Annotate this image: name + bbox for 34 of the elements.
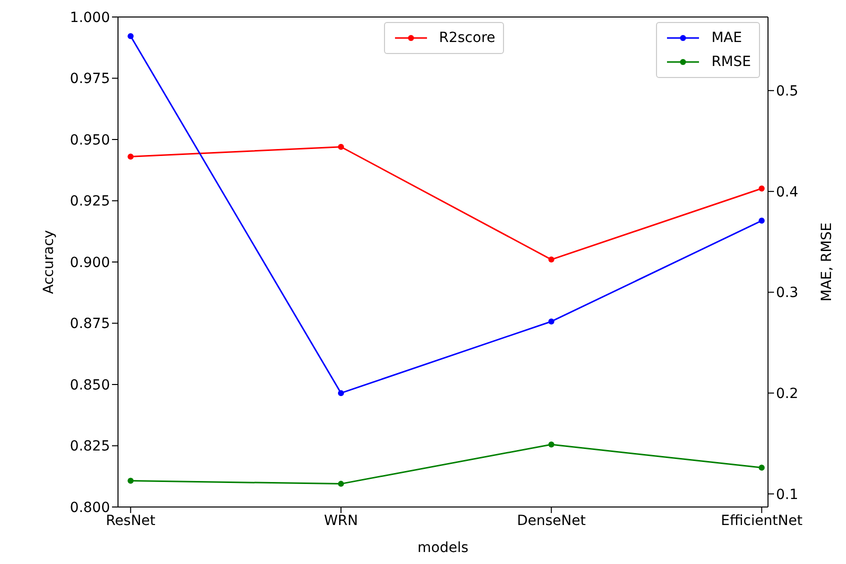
legend-label: R2score	[439, 30, 496, 46]
point	[128, 33, 134, 40]
point	[548, 441, 554, 448]
y-tick-label: 0.925	[70, 194, 110, 210]
y2-axis-title: MAE, RMSE	[818, 222, 835, 302]
x-axis-title: models	[418, 540, 468, 556]
point	[758, 218, 765, 224]
y-tick-label: 0.875	[70, 316, 110, 332]
y-tick-label: 0.975	[70, 71, 110, 88]
y2-tick-label: 0.1	[776, 486, 798, 503]
point	[758, 186, 765, 192]
point	[128, 478, 134, 484]
y2-tick-label: 0.3	[776, 285, 798, 302]
point	[128, 154, 134, 160]
y-tick-label: 1.000	[70, 10, 110, 26]
y-tick-label: 0.950	[70, 132, 110, 148]
x-tick-label: WRN	[324, 512, 358, 529]
point	[548, 318, 554, 324]
point	[548, 256, 554, 263]
legend-label: RMSE	[711, 54, 751, 70]
y-tick-label: 0.850	[70, 377, 110, 394]
y-axis-title: Accuracy	[40, 230, 57, 294]
point	[338, 390, 344, 396]
y-tick-label: 0.900	[70, 254, 110, 271]
x-tick-label: DenseNet	[516, 512, 586, 529]
y2-tick-label: 0.2	[776, 386, 798, 402]
legend-label: MAE	[711, 30, 742, 46]
y2-tick-label: 0.4	[776, 184, 798, 200]
x-tick-label: EfficientNet	[720, 512, 803, 529]
y-tick-label: 0.825	[70, 438, 110, 455]
point	[338, 480, 344, 487]
point	[338, 144, 344, 150]
y2-tick-label: 0.5	[776, 84, 798, 100]
point	[758, 464, 765, 471]
